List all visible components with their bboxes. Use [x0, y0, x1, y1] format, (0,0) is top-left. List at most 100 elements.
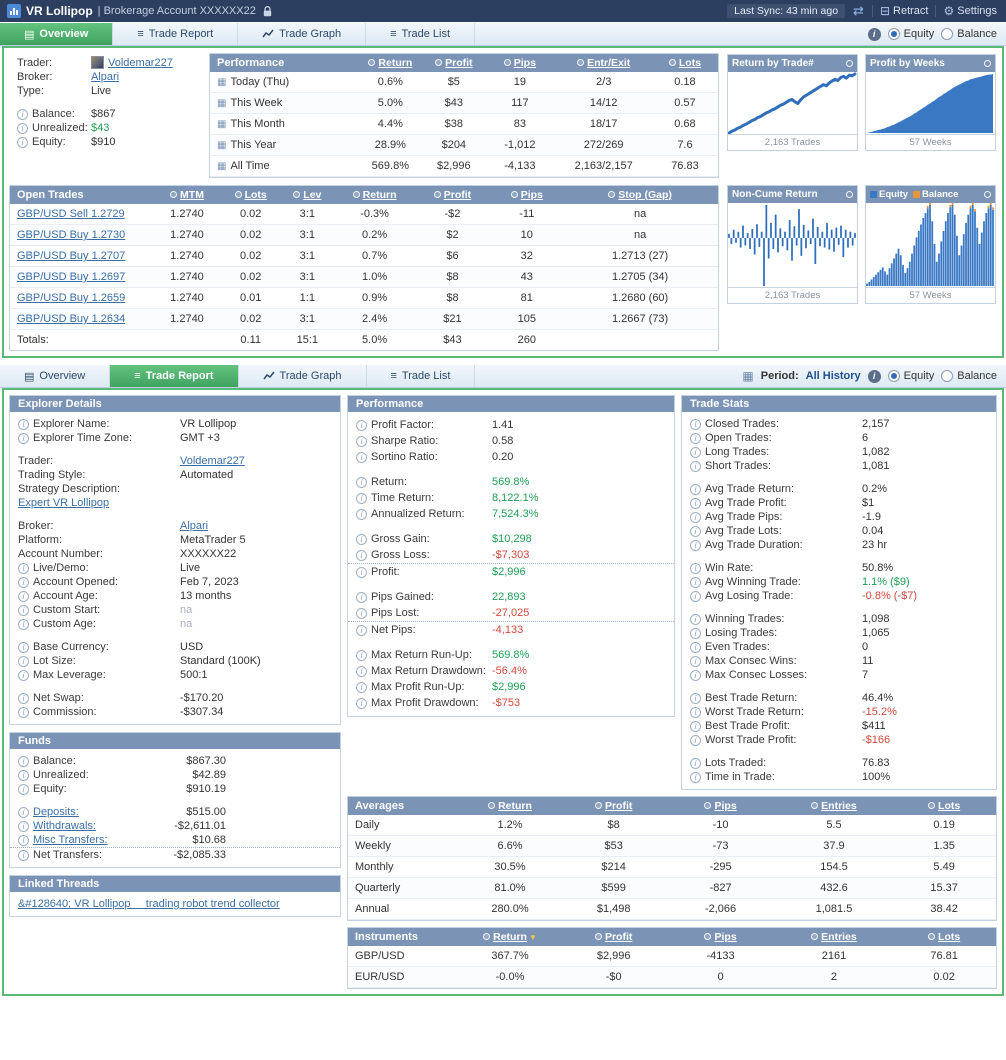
detail-value: Voldemar227 — [91, 56, 173, 69]
column-header-profit[interactable]: Profit — [561, 797, 666, 815]
help-icon[interactable]: i — [867, 27, 881, 41]
cell: $599 — [561, 877, 666, 899]
row-link[interactable]: GBP/USD Buy 1.2634 — [17, 313, 126, 325]
detail-value: GMT +3 — [180, 432, 220, 444]
balance-radio-control[interactable] — [941, 28, 954, 40]
balance-radio[interactable]: Balance — [941, 370, 997, 382]
detail-row: i Sortino Ratio: 0.20 — [348, 449, 674, 465]
equity-radio[interactable]: Equity — [887, 370, 934, 382]
tab-trade-report[interactable]: ≡ Trade Report — [113, 23, 239, 45]
cell: 2/3 — [555, 72, 652, 93]
column-header-profit[interactable]: Profit — [423, 54, 485, 72]
detail-label: Unrealized: — [33, 769, 89, 781]
period-selector[interactable]: All History — [805, 370, 861, 382]
cell: $43 — [413, 329, 492, 350]
row-link[interactable]: GBP/USD Buy 1.2707 — [17, 250, 126, 262]
detail-label-link[interactable]: Deposits: — [33, 806, 79, 818]
detail-value-link[interactable]: Alpari — [180, 520, 209, 532]
sort-icon — [704, 933, 712, 940]
cell: 3:1 — [279, 224, 336, 246]
detail-label: Worst Trade Profit: — [705, 734, 797, 746]
equity-radio-control[interactable] — [887, 28, 900, 40]
chart-expand-icon[interactable] — [984, 60, 991, 67]
table-row: EUR/USD -0.0% -$0 0 2 0.02 — [348, 966, 996, 988]
tab-trade-report[interactable]: ≡ Trade Report — [110, 365, 239, 387]
column-header-entries[interactable]: Entries — [775, 797, 893, 815]
column-header-return[interactable]: Return — [458, 797, 562, 815]
balance-radio-label: Balance — [957, 28, 997, 40]
column-header-profit[interactable]: Profit — [561, 928, 666, 946]
chart-expand-icon[interactable] — [846, 60, 853, 67]
table-row: GBP/USD Buy 1.2659 1.2740 0.01 1:1 0.9% $8 81 1… — [10, 287, 718, 309]
cell: 1.2% — [458, 815, 562, 836]
chart-expand-icon[interactable] — [846, 191, 853, 198]
legend-item: Balance — [913, 189, 958, 200]
detail-value: 100% — [862, 771, 890, 783]
detail-value-text: $2,996 — [492, 566, 526, 578]
settings-label: Settings — [957, 5, 997, 17]
column-header-stopgap[interactable]: Stop (Gap) — [562, 186, 718, 204]
column-header-lev[interactable]: Lev — [279, 186, 336, 204]
tab-trade-list[interactable]: ≡ Trade List — [367, 365, 476, 387]
column-header-lots[interactable]: Lots — [651, 54, 718, 72]
row-link[interactable]: GBP/USD Sell 1.2729 — [17, 208, 125, 220]
balance-radio-label: Balance — [957, 370, 997, 382]
row-label-cell: Annual — [348, 898, 459, 920]
retract-button[interactable]: ⊟ Retract — [878, 4, 931, 18]
help-icon[interactable]: i — [867, 369, 881, 383]
settings-button[interactable]: ⚙ Settings — [941, 4, 999, 18]
cell: 2,163/2,157 — [555, 155, 652, 177]
table-row: ▦ Today (Thu) 0.6% $5 19 2/3 0.18 — [210, 72, 718, 93]
equity-radio-control[interactable] — [887, 370, 900, 382]
detail-row: i Commission: -$307.34 — [10, 705, 340, 719]
detail-value-text: $1 — [862, 497, 875, 509]
column-header-return[interactable]: Return — [335, 186, 414, 204]
detail-label-link[interactable]: Withdrawals: — [33, 820, 96, 832]
detail-label-link[interactable]: Misc Transfers: — [33, 834, 108, 846]
tab-trade-graph[interactable]: Trade Graph — [239, 365, 367, 387]
tab-trade-graph[interactable]: Trade Graph — [238, 23, 367, 45]
column-header-pips[interactable]: Pips — [484, 54, 556, 72]
thread-link[interactable]: &#128640; VR Lollipop trading robot tren… — [18, 898, 280, 910]
info-icon: i — [18, 655, 29, 667]
detail-label: Broker: — [18, 520, 54, 532]
detail-label: Trader: — [17, 56, 53, 69]
row-link[interactable]: GBP/USD Buy 1.2730 — [17, 229, 126, 241]
row-link[interactable]: GBP/USD Buy 1.2659 — [17, 292, 126, 304]
column-header-pips[interactable]: Pips — [665, 797, 776, 815]
sort-icon — [608, 191, 616, 198]
column-header-entries[interactable]: Entries — [775, 928, 893, 946]
mini-chart-3: Equity Balance 57 Weeks — [865, 185, 996, 304]
detail-label-link[interactable]: Expert VR Lollipop — [18, 497, 110, 509]
column-header-entrexit[interactable]: Entr/Exit — [555, 54, 652, 72]
row-link[interactable]: GBP/USD Buy 1.2697 — [17, 271, 126, 283]
cell: -0.3% — [335, 204, 414, 225]
column-header-return[interactable]: Return ▼ — [458, 928, 562, 946]
detail-value-link[interactable]: Alpari — [91, 71, 120, 83]
detail-value: 1.1% ($9) — [862, 576, 910, 588]
row-label: GBP/USD — [355, 950, 405, 962]
column-header-mtm[interactable]: MTM — [151, 186, 223, 204]
balance-radio[interactable]: Balance — [941, 28, 997, 40]
column-header-lots[interactable]: Lots — [222, 186, 280, 204]
row-label-cell: GBP/USD Buy 1.2730 — [10, 224, 152, 246]
swap-icon[interactable]: ⇄ — [853, 3, 864, 18]
tab-trade-list[interactable]: ≡ Trade List — [366, 23, 476, 45]
instruments-table: Instruments Return ▼ Profit Pips Entries Lots G… — [347, 927, 997, 989]
column-header-pips[interactable]: Pips — [491, 186, 563, 204]
equity-radio[interactable]: Equity — [887, 28, 934, 40]
sort-icon — [928, 933, 936, 940]
tab-overview[interactable]: ▤ Overview — [0, 365, 111, 387]
column-header-return[interactable]: Return — [357, 54, 424, 72]
row-label: EUR/USD — [355, 971, 405, 983]
tab-overview[interactable]: ▤ Overview — [0, 23, 114, 45]
column-header-lots[interactable]: Lots — [892, 797, 996, 815]
column-header-lots[interactable]: Lots — [892, 928, 996, 946]
column-header-profit[interactable]: Profit — [413, 186, 492, 204]
chart-expand-icon[interactable] — [984, 191, 991, 198]
cell: -$2 — [413, 204, 492, 225]
detail-value-link[interactable]: Voldemar227 — [108, 56, 173, 69]
column-header-pips[interactable]: Pips — [665, 928, 776, 946]
detail-value-link[interactable]: Voldemar227 — [180, 455, 245, 467]
balance-radio-control[interactable] — [941, 370, 954, 382]
